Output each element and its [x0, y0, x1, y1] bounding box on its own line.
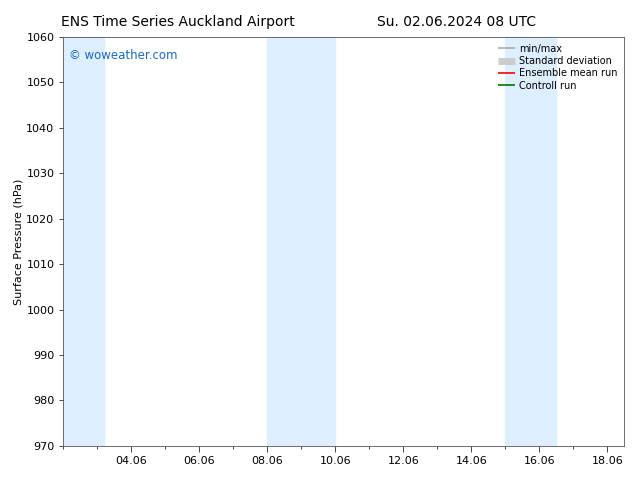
Bar — [505, 37, 557, 446]
Bar — [63, 37, 104, 446]
Text: ENS Time Series Auckland Airport: ENS Time Series Auckland Airport — [61, 15, 294, 29]
Y-axis label: Surface Pressure (hPa): Surface Pressure (hPa) — [13, 178, 23, 304]
Text: © woweather.com: © woweather.com — [69, 49, 178, 62]
Text: Su. 02.06.2024 08 UTC: Su. 02.06.2024 08 UTC — [377, 15, 536, 29]
Legend: min/max, Standard deviation, Ensemble mean run, Controll run: min/max, Standard deviation, Ensemble me… — [496, 42, 619, 93]
Bar — [268, 37, 335, 446]
